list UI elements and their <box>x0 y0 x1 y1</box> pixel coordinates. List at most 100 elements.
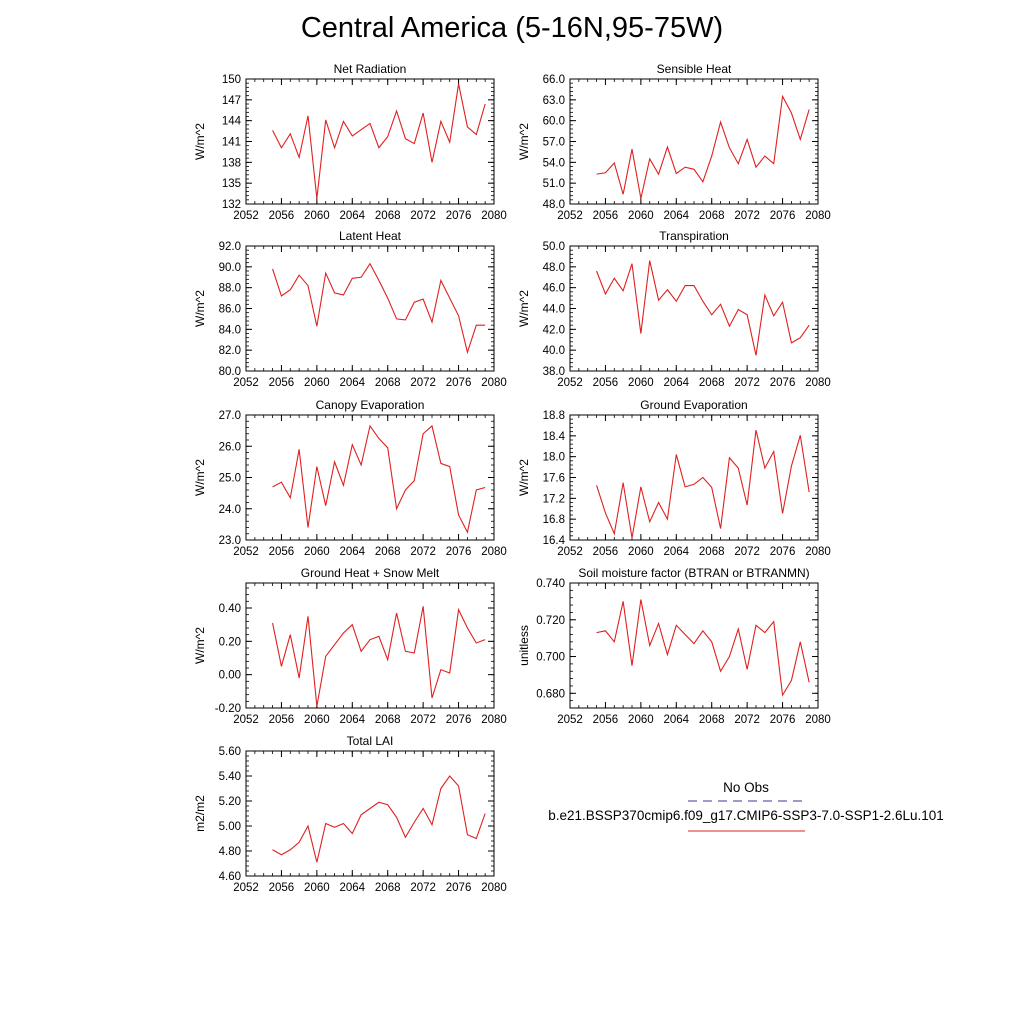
x-tick-label: 2060 <box>304 210 330 222</box>
x-tick-label: 2072 <box>734 546 760 558</box>
y-tick-label: 144 <box>222 116 242 128</box>
y-tick-label: 147 <box>222 95 241 107</box>
y-tick-label: 4.80 <box>219 846 241 858</box>
x-tick-label: 2080 <box>481 546 507 558</box>
y-tick-label: 40.0 <box>543 345 565 357</box>
x-tick-label: 2080 <box>481 714 507 726</box>
series-line <box>596 429 810 539</box>
y-tick-label: 63.0 <box>543 95 565 107</box>
y-tick-label: 23.0 <box>219 535 241 547</box>
y-tick-label: 66.0 <box>543 74 565 86</box>
chart-canopy-evaporation: Canopy Evaporation W/m^2 2052 2056 2060 2064 2… <box>193 398 507 558</box>
x-tick-label: 2052 <box>233 882 259 894</box>
plot-frame <box>245 750 495 877</box>
chart-net-radiation: Net Radiation W/m^2 2052 2056 2060 2064 2068 20… <box>193 62 507 222</box>
x-tick-label: 2064 <box>663 714 689 726</box>
legend: No Obs b.e21.BSSP370cmip6.f09_g17.CMIP6-… <box>548 780 944 832</box>
chart-title: Latent Heat <box>339 229 402 243</box>
y-tick-label: 92.0 <box>219 241 241 253</box>
x-tick-label: 2072 <box>734 210 760 222</box>
x-tick-label: 2064 <box>339 882 365 894</box>
x-tick-label: 2060 <box>304 882 330 894</box>
x-tick-label: 2076 <box>446 714 472 726</box>
x-tick-label: 2064 <box>663 546 689 558</box>
x-tick-label: 2052 <box>233 210 259 222</box>
y-tick-label: 18.8 <box>543 410 565 422</box>
y-tick-label: 48.0 <box>543 262 565 274</box>
x-tick-label: 2064 <box>663 210 689 222</box>
x-tick-label: 2068 <box>699 210 725 222</box>
y-tick-label: 57.0 <box>543 137 565 149</box>
chart-title: Transpiration <box>659 229 729 243</box>
series-line <box>596 599 810 697</box>
x-tick-label: 2080 <box>805 546 831 558</box>
y-axis-label: W/m^2 <box>193 290 207 327</box>
x-tick-label: 2052 <box>557 210 583 222</box>
x-tick-label: 2080 <box>805 377 831 389</box>
x-tick-label: 2076 <box>446 210 472 222</box>
y-tick-label: 16.8 <box>543 514 565 526</box>
legend-label-simulation: b.e21.BSSP370cmip6.f09_g17.CMIP6-SSP3-7.… <box>548 808 944 823</box>
x-tick-label: 2076 <box>770 546 796 558</box>
y-tick-label: 50.0 <box>543 241 565 253</box>
y-tick-label: 132 <box>222 199 241 211</box>
x-tick-label: 2064 <box>339 210 365 222</box>
y-tick-label: 17.6 <box>543 473 565 485</box>
x-tick-label: 2064 <box>339 546 365 558</box>
x-tick-label: 2064 <box>339 714 365 726</box>
chart-soil-moisture-factor: Soil moisture factor (BTRAN or BTRANMN) u… <box>517 566 831 726</box>
x-tick-label: 2076 <box>446 882 472 894</box>
x-tick-label: 2068 <box>375 546 401 558</box>
x-tick-label: 2064 <box>663 377 689 389</box>
x-tick-label: 2060 <box>628 546 654 558</box>
y-axis-label: m2/m2 <box>193 795 207 832</box>
y-tick-label: 5.20 <box>219 796 241 808</box>
x-tick-label: 2068 <box>375 210 401 222</box>
y-tick-label: 150 <box>222 74 241 86</box>
x-tick-label: 2056 <box>269 546 295 558</box>
chart-title: Ground Evaporation <box>640 398 747 412</box>
y-tick-label: -0.20 <box>215 703 241 715</box>
legend-label-no-obs: No Obs <box>723 780 769 795</box>
y-tick-label: 18.0 <box>543 452 565 464</box>
x-tick-label: 2072 <box>734 377 760 389</box>
x-tick-label: 2068 <box>699 546 725 558</box>
chart-title: Canopy Evaporation <box>316 398 425 412</box>
y-tick-label: 86.0 <box>219 304 241 316</box>
chart-title: Soil moisture factor (BTRAN or BTRANMN) <box>578 566 809 580</box>
x-tick-label: 2060 <box>304 714 330 726</box>
y-tick-label: 48.0 <box>543 199 565 211</box>
y-tick-label: 80.0 <box>219 366 241 378</box>
chart-ground-heat-snow-melt: Ground Heat + Snow Melt W/m^2 2052 2056 2060… <box>193 566 507 726</box>
y-tick-label: 44.0 <box>543 304 565 316</box>
series-line <box>272 83 486 199</box>
x-tick-label: 2076 <box>770 377 796 389</box>
y-tick-label: 46.0 <box>543 283 565 295</box>
x-tick-label: 2052 <box>233 714 259 726</box>
chart-transpiration: Transpiration W/m^2 2052 2056 2060 2064 2068 20… <box>517 229 831 389</box>
x-tick-label: 2052 <box>557 546 583 558</box>
x-tick-label: 2080 <box>481 882 507 894</box>
y-tick-label: 90.0 <box>219 262 241 274</box>
plot-frame <box>569 414 819 541</box>
x-tick-label: 2080 <box>481 210 507 222</box>
plot-frame <box>569 78 819 205</box>
y-tick-label: 0.40 <box>219 603 241 615</box>
x-tick-label: 2076 <box>770 714 796 726</box>
chart-total-lai: Total LAI m2/m2 2052 2056 2060 2064 2068 2072 20… <box>193 734 507 894</box>
y-tick-label: 88.0 <box>219 283 241 295</box>
x-tick-label: 2072 <box>410 714 436 726</box>
x-tick-label: 2052 <box>557 377 583 389</box>
x-tick-label: 2052 <box>233 377 259 389</box>
x-tick-label: 2072 <box>410 210 436 222</box>
x-tick-label: 2052 <box>233 546 259 558</box>
y-tick-label: 27.0 <box>219 410 241 422</box>
chart-title: Total LAI <box>347 734 394 748</box>
chart-title: Sensible Heat <box>657 62 732 76</box>
y-tick-label: 84.0 <box>219 324 241 336</box>
y-tick-label: 82.0 <box>219 345 241 357</box>
y-tick-label: 60.0 <box>543 116 565 128</box>
y-tick-label: 24.0 <box>219 504 241 516</box>
y-tick-label: 54.0 <box>543 157 565 169</box>
series-line <box>272 262 486 355</box>
